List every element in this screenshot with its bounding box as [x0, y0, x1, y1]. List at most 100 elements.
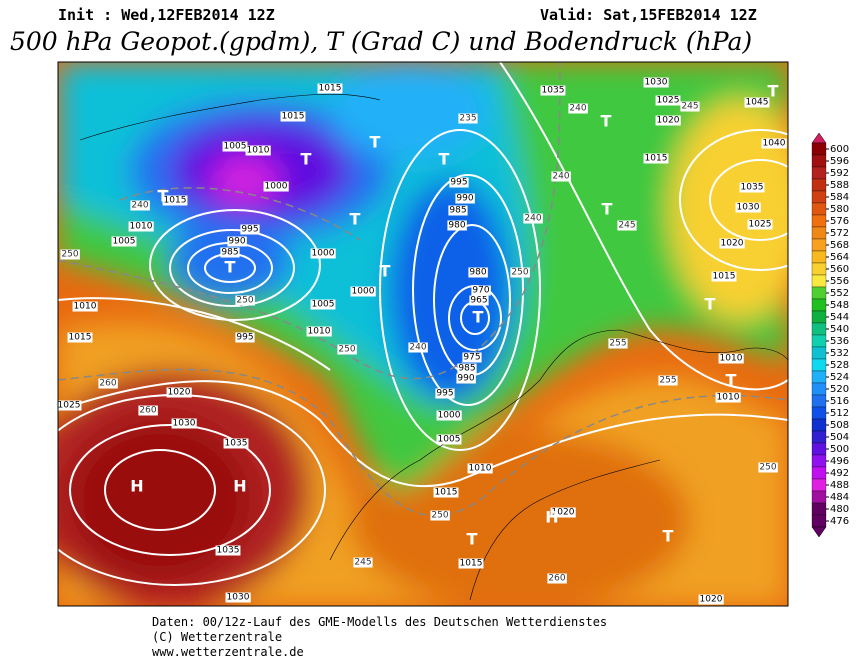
pressure-center: T — [158, 187, 169, 206]
colorbar-swatch — [811, 406, 827, 420]
pressure-label-box — [220, 247, 240, 258]
pressure-label-box — [735, 202, 761, 213]
colorbar-label: 524 — [830, 372, 849, 383]
pressure-label: 985 — [449, 206, 466, 216]
pressure-label: 1010 — [74, 302, 97, 312]
pressure-label-box — [436, 410, 462, 421]
colorbar-label: 564 — [830, 252, 849, 263]
colorbar-swatch — [811, 454, 827, 468]
temperature-label-box — [547, 573, 567, 584]
pressure-center: T — [439, 150, 450, 169]
pressure-label: 985 — [458, 364, 475, 374]
init-time: Init : Wed,12FEB2014 12Z — [58, 6, 275, 24]
temperature-label-box — [458, 113, 478, 124]
pressure-label-box — [280, 111, 306, 122]
pressure-label-box — [550, 507, 576, 518]
colorbar-label: 488 — [830, 480, 849, 491]
pressure-label-box — [222, 141, 248, 152]
pressure-label-box — [471, 285, 491, 296]
colorbar-swatch — [811, 178, 827, 192]
colorbar-swatch — [811, 490, 827, 504]
pressure-label: 970 — [472, 286, 489, 296]
footer-url: www.wetterzentrale.de — [152, 645, 304, 659]
temperature-label: 240 — [552, 172, 569, 182]
colorbar-label: 512 — [830, 408, 849, 419]
pressure-label: 1015 — [282, 112, 305, 122]
pressure-label-box — [698, 594, 724, 605]
pressure-label-box — [111, 236, 137, 247]
pressure-label: 1010 — [720, 354, 743, 364]
colorbar-swatch — [811, 154, 827, 168]
temperature-label: 250 — [236, 296, 253, 306]
temperature-label: 250 — [338, 345, 355, 355]
pressure-label-box — [468, 267, 488, 278]
pressure-label: 1035 — [741, 183, 764, 193]
colorbar-label: 508 — [830, 420, 849, 431]
pressure-label-box — [306, 326, 332, 337]
pressure-label-box — [739, 182, 765, 193]
colorbar-swatch — [811, 382, 827, 396]
temperature-label: 240 — [409, 343, 426, 353]
pressure-label: 1015 — [645, 154, 668, 164]
pressure-label: 1015 — [435, 488, 458, 498]
pressure-label-box — [458, 558, 484, 569]
pressure-label: 1030 — [227, 593, 250, 603]
colorbar-swatch — [811, 478, 827, 492]
pressure-label: 980 — [448, 221, 465, 231]
pressure-label-box — [240, 224, 260, 235]
pressure-label-box — [718, 353, 744, 364]
colorbar-swatch — [811, 310, 827, 324]
pressure-label: 1035 — [225, 439, 248, 449]
pressure-center: T — [370, 133, 381, 152]
colorbar-label: 520 — [830, 384, 849, 395]
colorbar-label: 496 — [830, 456, 849, 467]
colorbar-swatch — [811, 358, 827, 372]
valid-time: Valid: Sat,15FEB2014 12Z — [540, 6, 757, 24]
pressure-label: 1030 — [645, 78, 668, 88]
colorbar-swatch — [811, 334, 827, 348]
colorbar-swatch — [811, 166, 827, 180]
pressure-label: 1025 — [749, 220, 772, 230]
temperature-label: 235 — [459, 114, 476, 124]
colorbar-label: 492 — [830, 468, 849, 479]
pressure-center: T — [473, 308, 484, 327]
title: 500 hPa Geopot.(gpdm), T (Grad C) und Bo… — [10, 27, 752, 56]
colorbar-label: 504 — [830, 432, 849, 443]
temperature-label-box — [658, 375, 678, 386]
footer-source: Daten: 00/12z-Lauf des GME-Modells des D… — [152, 615, 607, 629]
temperature-label: 255 — [659, 376, 676, 386]
pressure-label-box — [223, 438, 249, 449]
map-frame — [57, 61, 789, 607]
pressure-label: 1015 — [460, 559, 483, 569]
pressure-label: 995 — [236, 333, 253, 343]
colorbar-bottom-arrow — [811, 526, 827, 538]
pressure-label-box — [469, 295, 489, 306]
pressure-label-box — [457, 363, 477, 374]
pressure-label: 1040 — [763, 139, 786, 149]
colorbar-swatch — [811, 418, 827, 432]
pressure-label: 1015 — [164, 196, 187, 206]
pressure-label: 990 — [456, 194, 473, 204]
pressure-center: T — [726, 371, 737, 390]
temperature-label-box — [680, 101, 700, 112]
colorbar-label: 528 — [830, 360, 849, 371]
pressure-label: 1015 — [713, 272, 736, 282]
pressure-label-box — [761, 138, 787, 149]
pressure-label: 1025 — [58, 401, 81, 411]
pressure-label-box — [162, 195, 188, 206]
temperature-label: 245 — [354, 558, 371, 568]
pressure-label: 980 — [469, 268, 486, 278]
pressure-label-box — [436, 434, 462, 445]
temperature-label: 245 — [618, 221, 635, 231]
pressure-label: 1000 — [352, 287, 375, 297]
colorbar-label: 480 — [830, 504, 849, 515]
temperature-label-box — [551, 171, 571, 182]
temperature-label-box — [353, 557, 373, 568]
colorbar-label: 584 — [830, 192, 849, 203]
pressure-label-box — [747, 219, 773, 230]
colorbar-label: 544 — [830, 312, 849, 323]
temperature-label-box — [510, 267, 530, 278]
pressure-label-box — [263, 181, 289, 192]
